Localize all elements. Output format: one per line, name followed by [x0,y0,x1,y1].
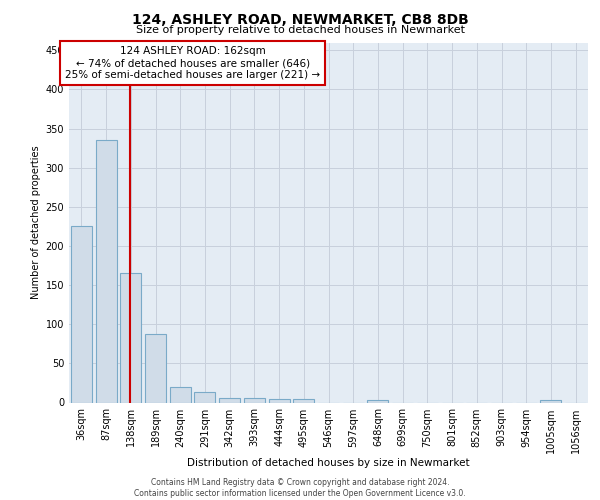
X-axis label: Distribution of detached houses by size in Newmarket: Distribution of detached houses by size … [187,458,470,468]
Bar [244,398,265,402]
Bar [541,400,562,402]
Bar [71,226,92,402]
Bar [194,392,215,402]
Text: 124 ASHLEY ROAD: 162sqm
← 74% of detached houses are smaller (646)
25% of semi-d: 124 ASHLEY ROAD: 162sqm ← 74% of detache… [65,46,320,80]
Text: 124, ASHLEY ROAD, NEWMARKET, CB8 8DB: 124, ASHLEY ROAD, NEWMARKET, CB8 8DB [131,12,469,26]
Y-axis label: Number of detached properties: Number of detached properties [31,146,41,300]
Bar [145,334,166,402]
Text: Size of property relative to detached houses in Newmarket: Size of property relative to detached ho… [136,25,464,35]
Text: Contains HM Land Registry data © Crown copyright and database right 2024.
Contai: Contains HM Land Registry data © Crown c… [134,478,466,498]
Bar [269,400,290,402]
Bar [120,274,141,402]
Bar [170,387,191,402]
Bar [219,398,240,402]
Bar [367,400,388,402]
Bar [293,400,314,402]
Bar [95,140,116,402]
